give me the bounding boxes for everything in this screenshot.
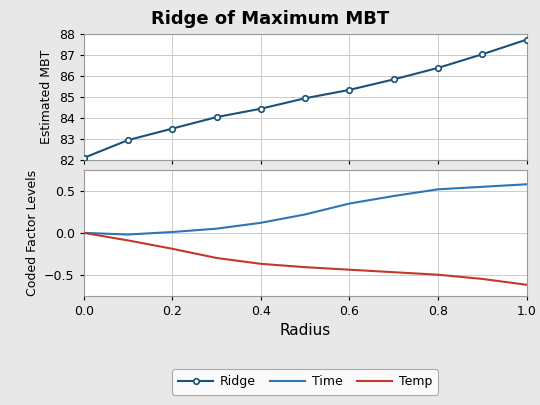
- Legend: Ridge, Time, Temp: Ridge, Time, Temp: [172, 369, 438, 395]
- Y-axis label: Estimated MBT: Estimated MBT: [40, 50, 53, 145]
- Y-axis label: Coded Factor Levels: Coded Factor Levels: [25, 170, 39, 296]
- Text: Ridge of Maximum MBT: Ridge of Maximum MBT: [151, 10, 389, 28]
- X-axis label: Radius: Radius: [280, 323, 330, 338]
